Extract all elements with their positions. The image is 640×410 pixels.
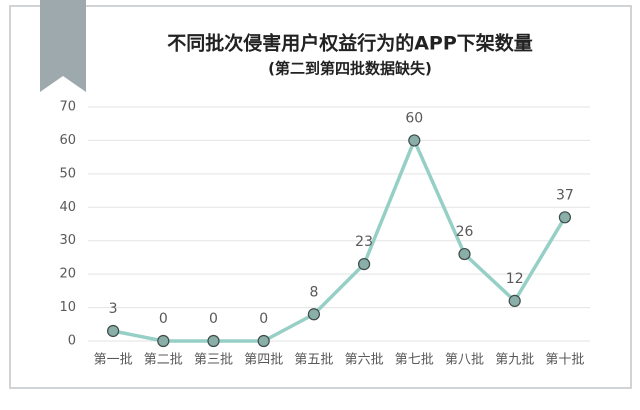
- y-tick-label: 20: [59, 267, 76, 282]
- y-tick-label: 70: [59, 100, 76, 115]
- data-label: 3: [109, 301, 118, 317]
- y-tick-label: 30: [59, 233, 76, 248]
- x-tick-label: 第六批: [345, 353, 384, 368]
- y-tick-label: 50: [59, 166, 76, 181]
- data-label: 0: [209, 311, 218, 327]
- data-point: [558, 211, 572, 224]
- data-point: [307, 308, 320, 321]
- data-point: [257, 334, 270, 348]
- data-point: [207, 334, 220, 348]
- data-point: [157, 334, 170, 348]
- y-tick-label: 0: [68, 334, 76, 349]
- data-label: 37: [556, 187, 574, 203]
- data-point: [508, 294, 521, 307]
- frame: [9, 5, 632, 389]
- data-line: [112, 138, 567, 343]
- x-tick-label: 第三批: [194, 353, 233, 368]
- x-tick-label: 第十批: [545, 353, 584, 368]
- x-tick-label: 第二批: [144, 353, 183, 368]
- y-tick-label: 40: [59, 200, 76, 215]
- y-tick-label: 10: [59, 300, 76, 315]
- data-point: [358, 258, 371, 271]
- chart-title: 不同批次侵害用户权益行为的APP下架数量: [167, 32, 533, 55]
- x-tick-label: 第七批: [395, 353, 434, 368]
- x-tick-label: 第五批: [294, 353, 333, 368]
- data-label: 0: [259, 311, 268, 327]
- data-label: 0: [159, 311, 168, 327]
- data-label: 8: [309, 284, 318, 300]
- data-point: [408, 134, 421, 147]
- data-label: 60: [405, 110, 423, 126]
- x-tick-label: 第四批: [244, 353, 283, 368]
- data-label: 26: [456, 224, 474, 240]
- data-label: 12: [506, 271, 524, 287]
- data-point: [106, 324, 120, 338]
- ribbon: [40, 0, 86, 92]
- chart-subtitle: (第二到第四批数据缺失): [268, 60, 432, 78]
- x-tick-label: 第一批: [94, 353, 133, 368]
- y-tick-label: 60: [59, 133, 76, 148]
- x-tick-label: 第八批: [445, 353, 484, 368]
- data-label: 23: [355, 234, 373, 250]
- data-point: [458, 247, 471, 261]
- x-tick-label: 第九批: [495, 353, 534, 368]
